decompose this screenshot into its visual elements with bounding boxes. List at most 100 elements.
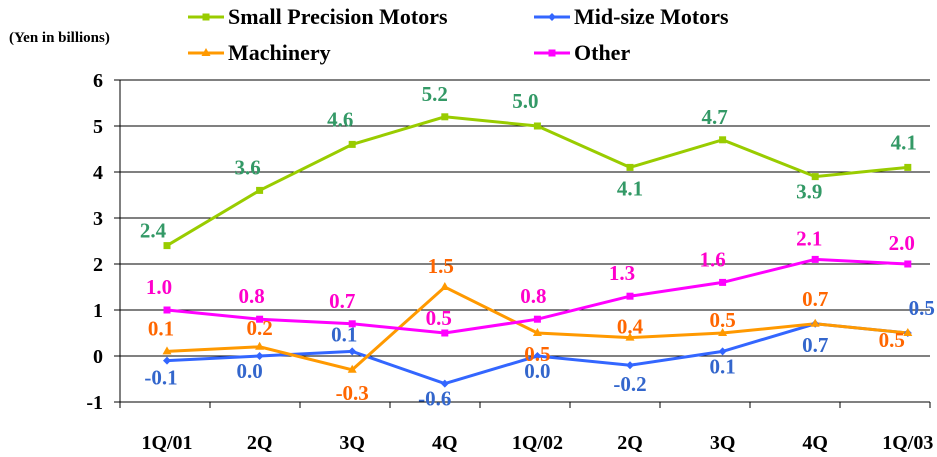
data-point	[811, 255, 819, 263]
data-labels: 2.4 3.6 4.6 5.2 5.0 4.1 4.7 3.9 4.1 -0.1 0.0 0.1 -0.…	[140, 82, 935, 411]
data-point	[348, 140, 356, 148]
y-tick-label: 5	[93, 116, 103, 138]
x-tick-label: 1Q/02	[512, 432, 563, 454]
data-label: -0.2	[613, 372, 646, 396]
y-tick-label: 1	[93, 300, 103, 322]
data-point	[904, 260, 912, 268]
legend-label: Machinery	[228, 40, 331, 65]
data-label: 5.0	[512, 89, 538, 113]
data-label: 3.6	[234, 155, 260, 179]
y-tick-label: 2	[93, 254, 103, 276]
x-tick-label: 4Q	[432, 432, 458, 454]
data-label: 0.1	[709, 354, 735, 378]
legend-marker	[548, 13, 556, 21]
legend-marker	[201, 48, 211, 56]
data-point	[163, 356, 171, 365]
x-tick-label: 4Q	[802, 432, 828, 454]
data-point	[347, 364, 357, 373]
data-point	[256, 315, 264, 323]
data-point	[163, 306, 171, 314]
data-point	[626, 163, 634, 171]
data-point	[440, 282, 450, 290]
data-label: 0.5	[426, 306, 452, 330]
data-label: 0.0	[524, 359, 550, 383]
data-point	[441, 113, 449, 121]
data-label: -0.6	[418, 387, 451, 411]
data-point	[256, 186, 264, 194]
data-point	[533, 352, 542, 360]
data-label: 0.5	[709, 308, 735, 332]
data-label: 1.3	[609, 261, 635, 285]
data-label: 2.1	[796, 226, 822, 250]
data-point	[255, 341, 265, 350]
data-label: 4.1	[891, 130, 917, 154]
data-label: 0.8	[520, 284, 546, 308]
data-label: 2.4	[140, 219, 167, 243]
data-label: 4.7	[701, 105, 727, 129]
data-label: 0.7	[329, 289, 355, 313]
data-point	[811, 173, 819, 181]
legend-label: Other	[574, 40, 630, 65]
data-point	[625, 332, 635, 341]
data-label: 0.1	[148, 316, 174, 340]
data-label: 0.7	[802, 333, 828, 357]
data-point	[904, 163, 912, 171]
data-label: 0.8	[238, 284, 264, 308]
data-point	[719, 136, 727, 144]
legend-marker	[548, 49, 556, 57]
x-tick-label: 1Q/03	[882, 432, 933, 454]
data-point	[533, 122, 541, 130]
data-point	[348, 320, 356, 328]
data-label: 2.0	[889, 231, 915, 255]
legend: Small Precision Motors Mid-size Motors Mac…	[188, 4, 729, 65]
data-label: 4.1	[617, 176, 643, 200]
y-tick-label: 0	[93, 346, 103, 368]
y-tick-label: 4	[93, 162, 103, 184]
y-tick-label: 6	[93, 70, 103, 92]
legend-label: Small Precision Motors	[228, 4, 448, 29]
data-point	[626, 292, 634, 300]
data-label: 0.7	[802, 287, 828, 311]
data-label: 0.1	[331, 322, 357, 346]
data-point	[718, 347, 727, 356]
data-point	[626, 361, 634, 370]
data-label: 0.5	[524, 342, 550, 366]
legend-label: Mid-size Motors	[574, 4, 729, 29]
x-tick-label: 2Q	[617, 432, 643, 454]
data-point	[162, 346, 172, 355]
y-tick-label: -1	[86, 392, 103, 414]
data-label: 4.6	[327, 107, 353, 131]
y-axis-unit-label: (Yen in billions)	[9, 30, 110, 46]
data-point	[440, 379, 449, 388]
data-label: 0.0	[236, 359, 262, 383]
data-point	[810, 318, 820, 327]
data-point	[903, 328, 913, 336]
data-label: 3.9	[796, 180, 822, 204]
data-label: 1.5	[428, 254, 454, 278]
data-label: 1.6	[699, 247, 725, 271]
x-tick-label: 3Q	[339, 432, 365, 454]
x-tick-label: 3Q	[710, 432, 736, 454]
data-label: 0.5	[909, 296, 935, 320]
data-point	[441, 329, 449, 337]
data-point	[255, 352, 264, 360]
data-point	[163, 242, 171, 250]
data-point	[533, 315, 541, 323]
data-label: -0.1	[144, 366, 177, 390]
data-point	[532, 328, 542, 336]
data-label: 0.4	[617, 315, 644, 339]
x-tick-label: 2Q	[247, 432, 273, 454]
data-label: 5.2	[422, 82, 448, 106]
axes: 6 5 4 3 2 1 0 -1 1Q/01 2Q 3Q 4Q 1Q/02 2Q 3Q 4Q 1Q/03	[86, 70, 933, 454]
data-point	[719, 278, 727, 286]
legend-marker	[202, 13, 210, 21]
data-point	[718, 328, 728, 336]
data-label: -0.3	[336, 381, 369, 405]
data-label: 0.2	[246, 316, 272, 340]
x-tick-label: 1Q/01	[141, 432, 192, 454]
data-point	[348, 347, 357, 356]
data-label: 0.5	[879, 328, 905, 352]
series-markers	[162, 113, 913, 388]
data-label: 1.0	[146, 275, 172, 299]
